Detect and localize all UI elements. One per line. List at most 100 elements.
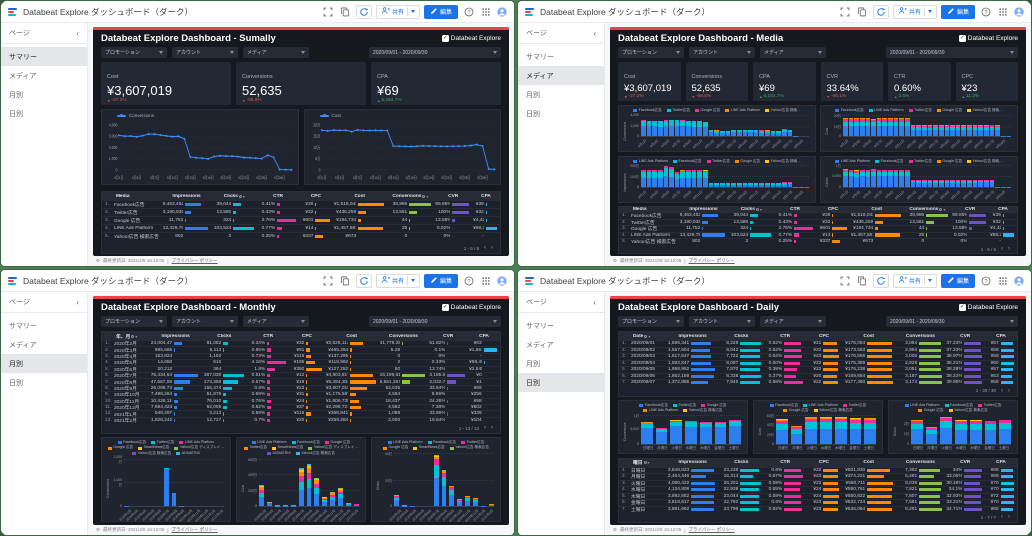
help-icon[interactable]: ?: [462, 275, 475, 287]
refresh-icon[interactable]: [872, 273, 889, 288]
sidebar-item-daily[interactable]: 日別: [518, 373, 604, 392]
share-button[interactable]: 共有: [375, 4, 420, 19]
filter-dropdown-2[interactable]: メディア: [760, 47, 826, 58]
filter-dropdown-2[interactable]: メディア: [243, 47, 309, 58]
copy-icon[interactable]: [339, 6, 352, 18]
sidebar-item-media[interactable]: メディア: [1, 66, 87, 85]
column-header-年、月[interactable]: 年、月 ▾: [114, 333, 150, 340]
filter-dropdown-1[interactable]: アカウント: [689, 47, 755, 58]
refresh-icon[interactable]: [355, 4, 372, 19]
column-header-Clicks[interactable]: Clicks ▾: [211, 194, 257, 199]
copy-icon[interactable]: [856, 275, 869, 287]
sidebar-item-media[interactable]: メディア: [1, 335, 87, 354]
sidebar-item-monthly[interactable]: 月別: [518, 85, 604, 104]
column-header-Clicks[interactable]: Clicks ▾: [728, 207, 774, 212]
share-button[interactable]: 共有: [375, 273, 420, 288]
collapse-sidebar-icon[interactable]: ‹: [76, 28, 79, 38]
sidebar-item-media[interactable]: メディア: [518, 335, 604, 354]
column-header-CTR[interactable]: CTR: [764, 460, 806, 465]
column-header-CVR[interactable]: CVR: [945, 334, 985, 339]
collapse-sidebar-icon[interactable]: ‹: [593, 297, 596, 307]
fullscreen-icon[interactable]: [839, 6, 852, 18]
chevron-left-icon[interactable]: ‹: [1001, 514, 1003, 520]
column-header-Media[interactable]: Media: [114, 194, 162, 199]
column-header-CPC[interactable]: CPC: [816, 207, 850, 212]
chevron-right-icon[interactable]: ›: [491, 425, 493, 432]
chevron-right-icon[interactable]: ›: [1008, 514, 1010, 520]
refresh-icon[interactable]: [872, 4, 889, 19]
date-range-filter[interactable]: 2020/09/01 - 2020/09/30: [369, 47, 501, 58]
help-icon[interactable]: ?: [979, 275, 992, 287]
column-header-CTR[interactable]: CTR: [764, 334, 806, 339]
column-header-Impressions[interactable]: Impressions: [679, 207, 729, 212]
column-header-Conversions[interactable]: Conversions: [896, 334, 946, 339]
refresh-icon[interactable]: [355, 273, 372, 288]
chevron-left-icon[interactable]: ‹: [484, 425, 486, 432]
help-icon[interactable]: ?: [462, 6, 475, 18]
edit-button[interactable]: 編集: [423, 4, 458, 19]
fullscreen-icon[interactable]: [322, 275, 335, 287]
filter-dropdown-0[interactable]: プロモーション: [618, 47, 684, 58]
column-header-Media[interactable]: Media: [631, 207, 679, 212]
chevron-left-icon[interactable]: ‹: [1001, 246, 1003, 252]
sidebar-item-summary[interactable]: サマリー: [518, 47, 604, 66]
column-header-CPA[interactable]: CPA: [985, 460, 1017, 465]
column-header-CVR[interactable]: CVR: [434, 194, 472, 199]
column-header-Impressions[interactable]: Impressions: [667, 460, 719, 465]
column-header-Impressions[interactable]: Impressions: [667, 334, 719, 339]
column-header-Conversions[interactable]: Conversions: [896, 460, 946, 465]
privacy-policy-link[interactable]: プライバシー ポリシー: [171, 258, 218, 263]
sidebar-item-media[interactable]: メディア: [518, 66, 604, 85]
chevron-down-icon[interactable]: [410, 10, 415, 13]
help-icon[interactable]: ?: [979, 6, 992, 18]
privacy-policy-link[interactable]: プライバシー ポリシー: [688, 527, 735, 532]
apps-grid-icon[interactable]: [996, 275, 1009, 287]
sidebar-item-monthly[interactable]: 月別: [518, 354, 604, 373]
edit-button[interactable]: 編集: [423, 273, 458, 288]
column-header-Conversions[interactable]: Conversions: [379, 334, 429, 339]
date-range-filter[interactable]: 2020/09/01 - 2020/09/30: [369, 316, 501, 327]
column-header-Impressions[interactable]: Impressions: [162, 194, 212, 199]
sidebar-item-daily[interactable]: 日別: [1, 104, 87, 123]
sidebar-item-summary[interactable]: サマリー: [1, 47, 87, 66]
column-header-CPA[interactable]: CPA: [985, 334, 1017, 339]
privacy-policy-link[interactable]: プライバシー ポリシー: [171, 527, 218, 532]
date-range-filter[interactable]: 2020/09/01 - 2020/09/30: [886, 47, 1018, 58]
apps-grid-icon[interactable]: [479, 6, 492, 18]
share-button[interactable]: 共有: [892, 273, 937, 288]
chevron-right-icon[interactable]: ›: [1008, 246, 1010, 252]
privacy-policy-link[interactable]: プライバシー ポリシー: [688, 258, 735, 263]
fullscreen-icon[interactable]: [322, 6, 335, 18]
avatar[interactable]: [1013, 275, 1024, 286]
column-header-CPA[interactable]: CPA: [468, 334, 500, 339]
chevron-right-icon[interactable]: ›: [1008, 387, 1010, 394]
column-header-CTR[interactable]: CTR: [257, 194, 299, 199]
column-header-CPC[interactable]: CPC: [806, 460, 842, 465]
column-header-Impressions[interactable]: Impressions: [150, 334, 202, 339]
filter-dropdown-1[interactable]: アカウント: [689, 316, 755, 327]
column-header-CPC[interactable]: CPC: [806, 334, 842, 339]
column-header-CTR[interactable]: CTR: [247, 334, 289, 339]
column-header-Date[interactable]: Date ▾: [631, 334, 667, 339]
avatar[interactable]: [496, 275, 507, 286]
chevron-down-icon[interactable]: [927, 279, 932, 282]
edit-button[interactable]: 編集: [940, 273, 975, 288]
column-header-CVR[interactable]: CVR: [945, 460, 985, 465]
column-header-CPC[interactable]: CPC: [299, 194, 333, 199]
column-header-Clicks[interactable]: Clicks: [718, 460, 764, 465]
column-header-Clicks[interactable]: Clicks: [201, 334, 247, 339]
sidebar-item-monthly[interactable]: 月別: [1, 354, 87, 373]
sidebar-item-monthly[interactable]: 月別: [1, 85, 87, 104]
filter-dropdown-2[interactable]: メディア: [243, 316, 309, 327]
copy-icon[interactable]: [339, 275, 352, 287]
chevron-right-icon[interactable]: ›: [491, 245, 493, 251]
column-header-Cost[interactable]: Cost: [842, 334, 896, 339]
column-header-Clicks[interactable]: Clicks: [718, 334, 764, 339]
date-range-filter[interactable]: 2020/09/01 - 2020/09/30: [886, 316, 1018, 327]
filter-dropdown-1[interactable]: アカウント: [172, 47, 238, 58]
share-button[interactable]: 共有: [892, 4, 937, 19]
column-header-CTR[interactable]: CTR: [774, 207, 816, 212]
column-header-CPA[interactable]: CPA: [472, 194, 500, 199]
edit-button[interactable]: 編集: [940, 4, 975, 19]
sidebar-item-summary[interactable]: サマリー: [1, 316, 87, 335]
